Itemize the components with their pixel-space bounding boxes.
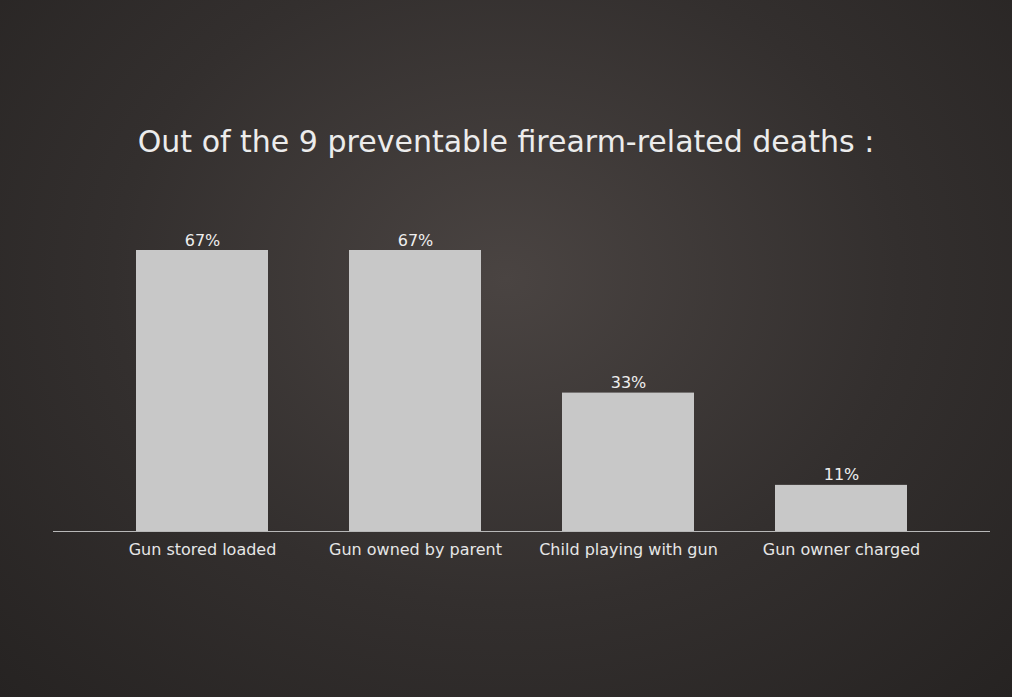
svg-text:67%: 67%	[398, 231, 434, 250]
svg-text:Gun owned by parent: Gun owned by parent	[329, 540, 502, 559]
svg-text:33%: 33%	[611, 373, 647, 392]
svg-text:Child playing with gun: Child playing with gun	[539, 540, 718, 559]
html-text:Out of the 9 preventable firea: Out of the 9 preventable firearm-related…	[137, 124, 875, 159]
svg-text:67%: 67%	[185, 231, 221, 250]
svg-text:11%: 11%	[824, 465, 860, 484]
svg-text:Gun owner charged: Gun owner charged	[763, 540, 920, 559]
svg-text:Gun stored loaded: Gun stored loaded	[129, 540, 277, 559]
